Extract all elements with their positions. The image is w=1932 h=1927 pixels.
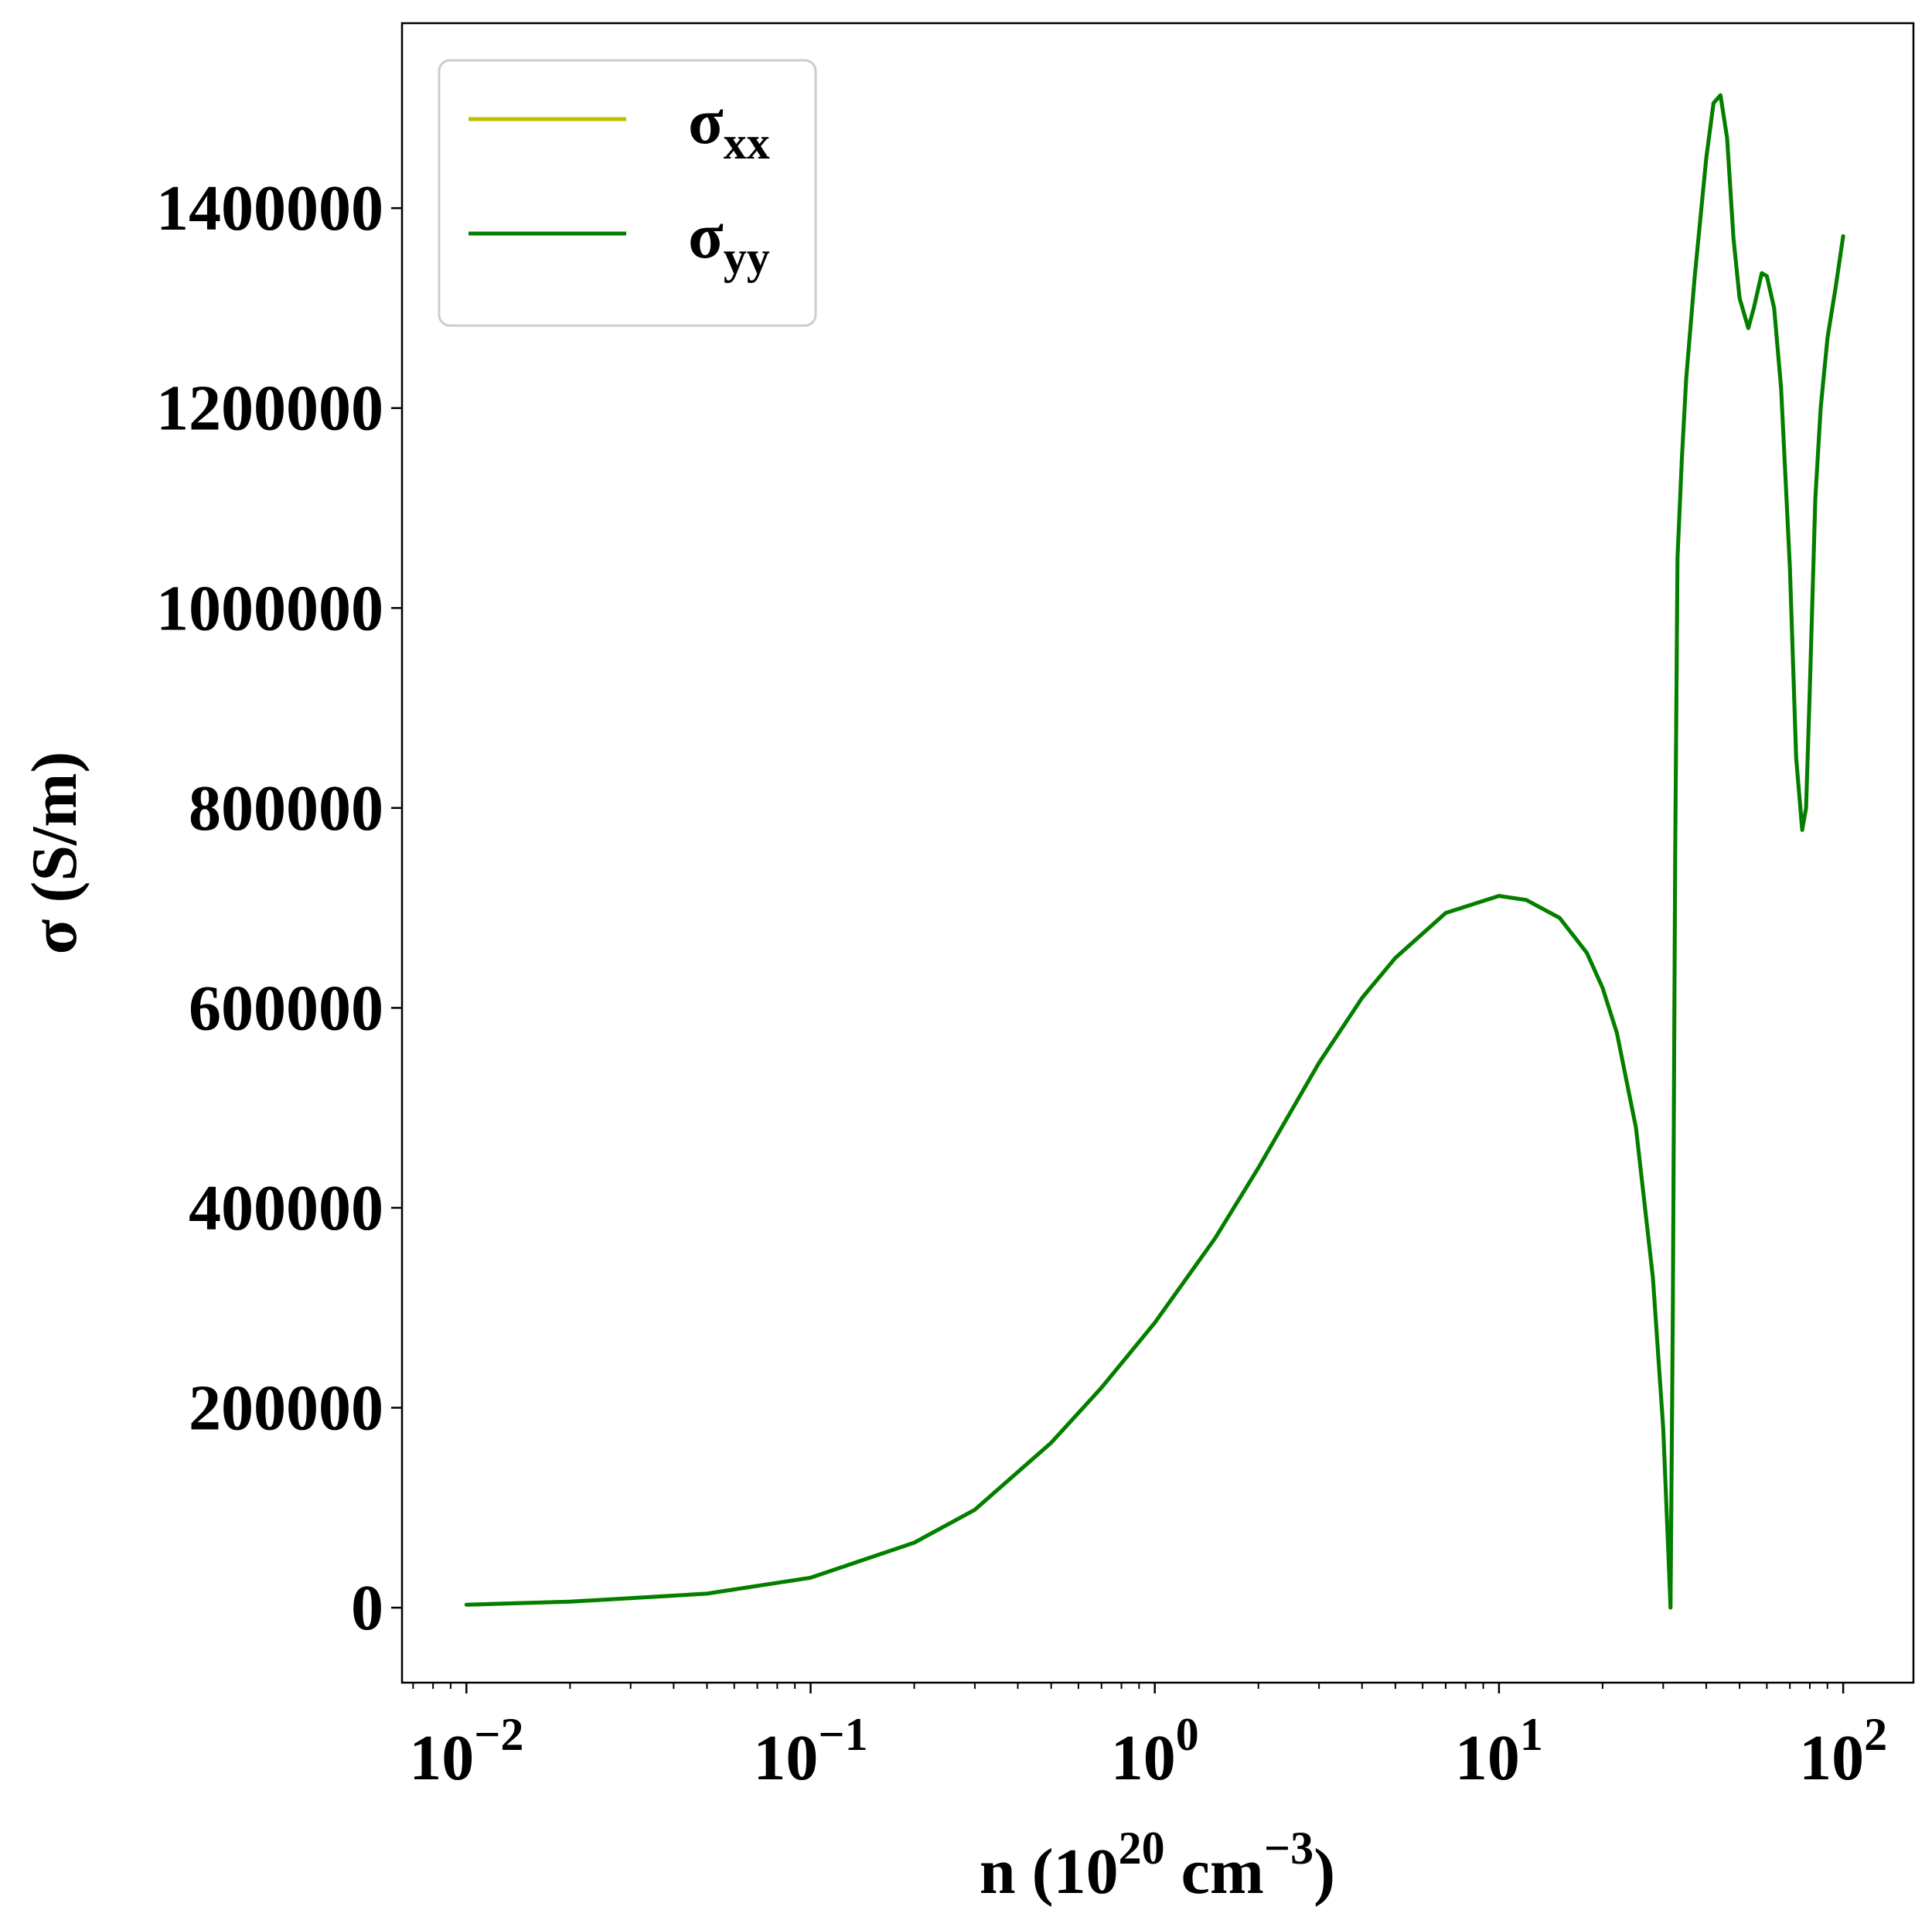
x-axis-label-unit: cm <box>1165 1836 1264 1908</box>
y-tick-label: 200000 <box>189 1372 383 1444</box>
y-axis-label: σ (S/m) <box>19 752 90 955</box>
legend-label-sigma-yy: σyy <box>688 200 770 283</box>
y-tick-label: 400000 <box>189 1172 383 1244</box>
x-tick-label: 101 <box>1455 1709 1543 1794</box>
legend-label-sigma-xx: σxx <box>688 86 770 169</box>
x-axis-label-unit-exp: −3 <box>1264 1823 1314 1874</box>
x-axis-label-exp: 20 <box>1119 1823 1165 1874</box>
x-axis-label-close: ) <box>1314 1836 1335 1908</box>
x-tick-label: 10−1 <box>753 1709 867 1794</box>
axes-frame <box>400 22 1915 1684</box>
x-tick-label: 10−2 <box>409 1709 523 1794</box>
y-tick-label: 1400000 <box>156 172 383 244</box>
series-line-sigma-yy <box>464 93 1845 1610</box>
plot-area <box>464 93 1845 1610</box>
legend-box <box>438 59 817 327</box>
y-tick-label: 1000000 <box>156 572 383 644</box>
x-tick-label: 102 <box>1799 1709 1887 1794</box>
y-tick-label: 1200000 <box>156 373 383 445</box>
y-tick-label: 800000 <box>189 773 383 844</box>
x-tick-label: 100 <box>1111 1709 1199 1794</box>
y-tick-label: 0 <box>351 1572 383 1644</box>
axis-ticks: 0 200000 400000 600000 800000 1000000 1200000 1… <box>156 172 1887 1794</box>
y-tick-label: 600000 <box>189 972 383 1044</box>
x-axis-label: n (1020 cm−3) <box>980 1823 1335 1908</box>
x-axis-label-base: n (10 <box>980 1836 1119 1908</box>
legend: σxx σyy <box>438 59 817 327</box>
